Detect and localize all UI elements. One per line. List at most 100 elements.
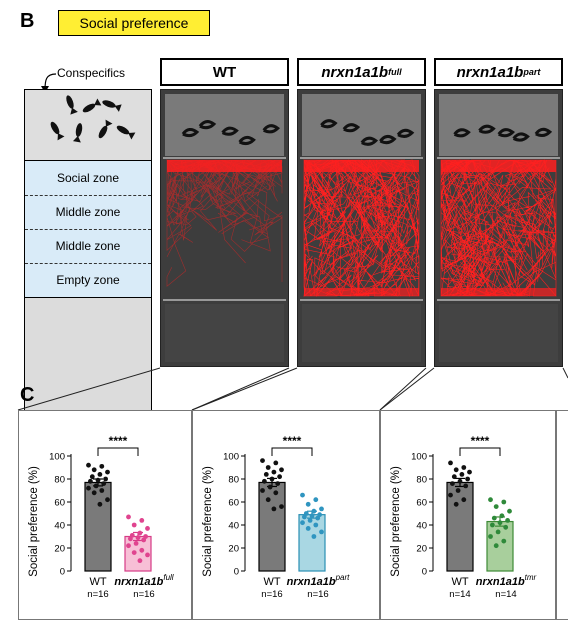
data-point <box>505 518 510 523</box>
n-label: n=16 <box>261 589 282 600</box>
data-point <box>103 476 108 482</box>
arena-photo-wt <box>160 89 289 367</box>
data-point <box>307 518 313 523</box>
fish-icon <box>181 127 200 138</box>
fish-icon <box>360 136 379 146</box>
label-wt: WT <box>160 58 289 86</box>
data-point <box>453 501 459 507</box>
data-point <box>145 526 150 531</box>
data-point <box>313 497 319 503</box>
y-tick-label: 40 <box>416 521 427 532</box>
y-tick-label: 80 <box>54 475 65 486</box>
fish-icon <box>102 100 122 112</box>
n-label: n=14 <box>449 589 470 600</box>
data-point <box>141 537 147 543</box>
data-point <box>105 469 110 475</box>
data-point <box>459 472 465 477</box>
data-point <box>490 522 495 528</box>
data-point <box>91 467 97 473</box>
data-point <box>279 504 284 509</box>
data-point <box>463 483 469 489</box>
data-point <box>99 463 105 469</box>
data-point <box>277 474 282 480</box>
data-point <box>309 513 315 519</box>
data-point <box>126 543 131 549</box>
x-category-label: nrxn1a1bpart <box>287 573 350 588</box>
data-point <box>300 520 305 526</box>
fish-icon <box>396 128 415 138</box>
data-point <box>451 474 457 480</box>
empty-zone-tracks <box>441 288 556 296</box>
data-point <box>126 514 131 520</box>
data-point <box>91 490 97 496</box>
data-point <box>313 522 319 528</box>
social-zone-tracks <box>167 160 282 172</box>
fish-icon <box>512 132 530 142</box>
fish-icon <box>262 124 280 134</box>
y-tick-label: 0 <box>234 567 239 578</box>
panel-c-letter: C <box>20 384 35 406</box>
fish-icon <box>82 98 102 113</box>
data-point <box>271 469 277 475</box>
zoom-lines <box>17 367 568 411</box>
x-category-label: WT <box>263 576 280 588</box>
zone-social: Social zone <box>25 161 151 196</box>
conspecific-tank <box>302 94 421 156</box>
arena-photo-full <box>297 89 426 367</box>
chart-frame-part: Social preference (%) 0 20 40 60 80 100 WT n=16 n… <box>192 410 380 620</box>
data-point <box>448 492 453 498</box>
data-point <box>467 469 472 475</box>
y-tick-label: 0 <box>422 567 427 578</box>
data-point <box>101 481 107 486</box>
y-axis-label: Social preference (%) <box>202 466 214 577</box>
data-point <box>133 541 139 546</box>
fish-icon <box>342 123 361 133</box>
data-point <box>263 472 269 477</box>
data-point <box>300 492 305 498</box>
fish-icon <box>238 135 256 146</box>
y-tick-label: 100 <box>223 452 239 463</box>
fish-icon <box>66 95 78 115</box>
fish-icon <box>221 126 239 136</box>
n-label: n=14 <box>495 589 516 600</box>
data-point <box>503 524 509 530</box>
chart-frame-partial-edge <box>556 410 568 620</box>
fish-icon <box>116 125 136 140</box>
data-point <box>97 472 103 477</box>
data-point <box>448 460 453 466</box>
data-point <box>262 478 267 484</box>
data-point <box>311 508 317 514</box>
significance-stars: **** <box>109 434 128 448</box>
data-point <box>271 506 277 512</box>
arena-photo-part <box>434 89 563 367</box>
data-point <box>455 488 461 493</box>
data-point <box>137 530 143 536</box>
zone-empty: Empty zone <box>56 273 120 287</box>
n-label: n=16 <box>133 589 154 600</box>
chart-frame-full: Social preference (%) 0 20 40 60 80 100 WT n=16 n… <box>18 410 192 620</box>
fish-icon <box>497 128 515 138</box>
data-point <box>453 467 459 473</box>
data-point <box>137 558 143 564</box>
data-point <box>493 504 499 509</box>
data-point <box>315 515 321 521</box>
x-category-label: nrxn1a1btmr <box>476 573 537 588</box>
data-point <box>145 552 150 558</box>
data-point <box>269 476 275 482</box>
significance-stars: **** <box>471 434 490 448</box>
data-point <box>507 508 512 514</box>
data-point <box>499 513 505 519</box>
x-category-label: nrxn1a1bfull <box>114 573 173 588</box>
significance-bracket <box>97 447 139 456</box>
y-tick-label: 80 <box>416 475 427 486</box>
data-point <box>491 515 497 521</box>
data-point <box>488 534 493 539</box>
data-point <box>493 543 499 549</box>
data-point <box>267 484 273 490</box>
data-point <box>260 488 265 493</box>
data-point <box>305 501 311 507</box>
data-point <box>450 481 455 486</box>
data-point <box>265 465 271 470</box>
significance-bracket <box>459 447 501 456</box>
y-tick-label: 20 <box>416 544 427 555</box>
